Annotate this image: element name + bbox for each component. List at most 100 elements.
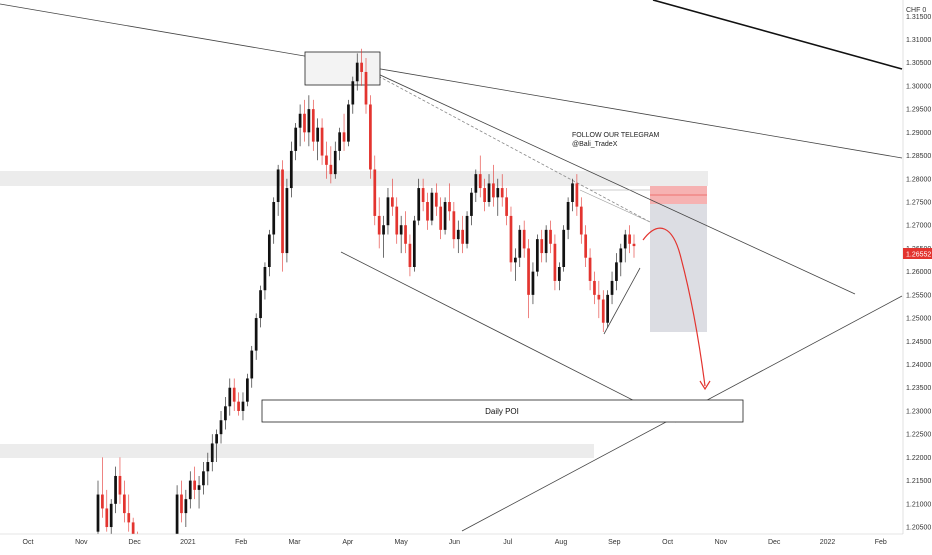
candle — [395, 197, 399, 244]
price-tick-label: 1.22000 — [906, 455, 931, 462]
price-tick-label: 1.25500 — [906, 292, 931, 299]
candle — [188, 471, 192, 509]
candle-body — [421, 188, 425, 202]
candle — [246, 373, 249, 407]
candle — [575, 174, 579, 216]
candle — [298, 104, 302, 147]
candle — [285, 178, 289, 263]
candle — [562, 225, 566, 272]
candle-body — [254, 318, 258, 351]
candle-body — [562, 229, 566, 267]
candle-body — [439, 206, 443, 230]
candle — [364, 58, 368, 114]
candle-body — [276, 169, 280, 202]
time-tick-label: Nov — [715, 539, 728, 546]
candle — [443, 197, 447, 235]
candle — [254, 313, 258, 360]
candle — [333, 141, 337, 179]
candle-body — [369, 104, 372, 170]
candle-body — [593, 280, 596, 295]
candle — [540, 229, 544, 263]
candle-body — [342, 132, 346, 142]
candle-body — [237, 401, 240, 411]
candle — [96, 480, 100, 537]
candle-body — [456, 229, 460, 240]
price-tick-label: 1.27500 — [906, 199, 931, 206]
candle-body — [390, 197, 394, 207]
candle-body — [311, 109, 315, 142]
candle — [109, 499, 113, 537]
candle-body — [579, 206, 583, 235]
candle — [439, 197, 443, 240]
price-axis-panel[interactable] — [903, 0, 932, 550]
candle-body — [360, 62, 363, 72]
upper-trendline[interactable] — [652, 0, 903, 70]
candle — [549, 220, 552, 254]
channel-lower-trendline[interactable] — [340, 251, 677, 423]
candle-body — [619, 248, 623, 263]
candle-body — [206, 462, 210, 472]
candle-body — [294, 127, 298, 151]
candle-body — [544, 229, 548, 254]
candle — [206, 452, 210, 486]
candle — [478, 155, 482, 198]
channel-upper-trendline[interactable] — [351, 61, 856, 295]
price-axis-ticks: 1.20500 1.21000 1.21500 1.22000 1.22500 1.230… — [906, 14, 931, 532]
candle — [597, 280, 601, 319]
candle-body — [408, 243, 412, 267]
candle — [377, 197, 381, 249]
candle — [351, 76, 355, 114]
candle — [329, 146, 333, 184]
candle-body — [434, 192, 438, 207]
candle-body — [496, 188, 500, 198]
candle — [505, 188, 508, 226]
candle — [237, 392, 240, 416]
price-tick-label: 1.21500 — [906, 478, 931, 485]
candle — [105, 489, 109, 532]
dashed-trendline[interactable] — [351, 61, 651, 223]
candle-body — [623, 234, 627, 249]
projection-arrow-path — [642, 227, 706, 387]
candle-body — [285, 188, 289, 254]
candle-body — [557, 267, 561, 281]
candle — [316, 118, 320, 161]
candle — [127, 494, 131, 532]
candle — [342, 113, 346, 151]
candle — [228, 378, 232, 416]
candle — [263, 262, 267, 300]
candle — [610, 271, 614, 305]
candle — [259, 285, 262, 328]
price-tick-label: 1.24500 — [906, 339, 931, 346]
candle-body — [417, 188, 421, 221]
candle — [456, 220, 460, 254]
candle-body — [188, 480, 192, 500]
time-tick-label: Aug — [555, 539, 568, 546]
candle — [369, 95, 372, 179]
candle-body — [210, 443, 214, 463]
candle-body — [175, 494, 179, 541]
telegram-note-line-1: FOLLOW OUR TELEGRAM — [572, 132, 660, 139]
long-term-resistance-trendline[interactable] — [0, 3, 903, 159]
short-term-support-line[interactable] — [603, 267, 641, 335]
resistance-zone — [0, 171, 708, 186]
candle — [325, 141, 328, 179]
candle-body — [202, 471, 205, 486]
candle — [232, 378, 236, 411]
candle-body — [575, 183, 579, 207]
candle — [311, 99, 315, 151]
candle — [518, 225, 522, 267]
candle-body — [224, 406, 227, 421]
time-axis-panel[interactable] — [0, 534, 932, 550]
candle-body — [228, 387, 232, 407]
top-supply-box[interactable] — [304, 51, 381, 86]
candle-body — [109, 503, 113, 528]
candle-body — [487, 183, 491, 202]
daily-poi-box[interactable] — [261, 399, 744, 423]
candle-body — [588, 257, 592, 281]
candle-body — [549, 229, 552, 244]
candle-body — [101, 494, 104, 509]
candle-body — [105, 508, 109, 528]
candle — [360, 48, 363, 86]
